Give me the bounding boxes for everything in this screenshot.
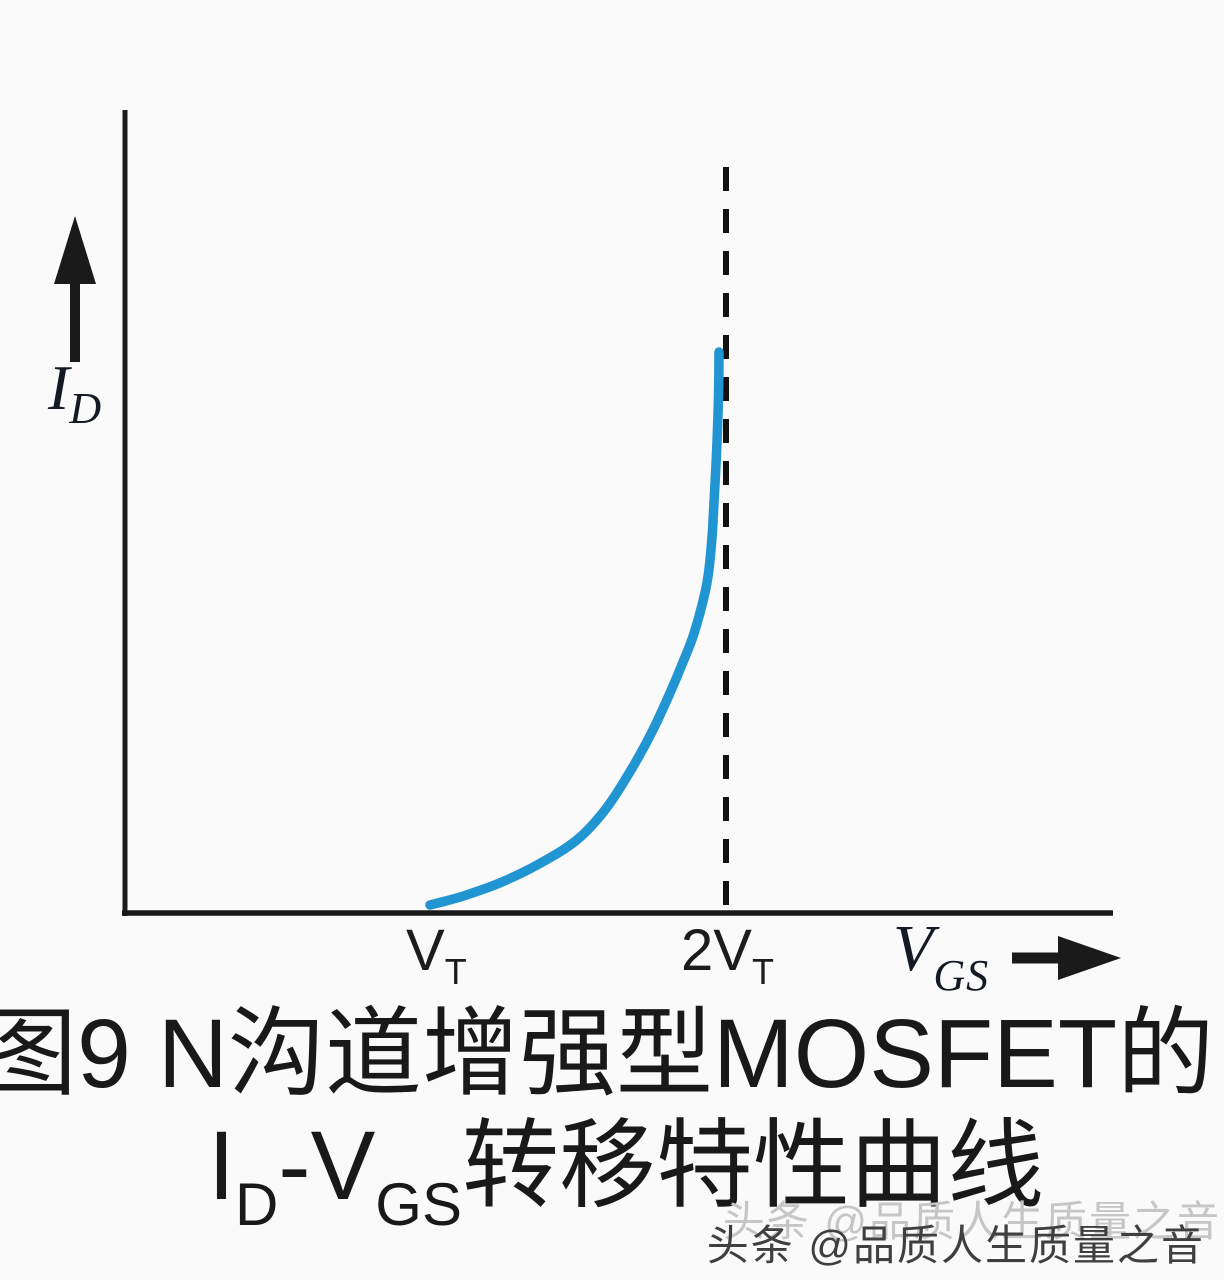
x-axis-arrow-icon (1012, 936, 1121, 980)
x-axis-label-main: V (893, 912, 934, 985)
x-tick-2vt-sub: T (751, 951, 774, 992)
caption-dash: - (278, 1110, 311, 1220)
y-axis-label-sub: D (69, 384, 102, 433)
x-tick-2vt-main: 2V (681, 918, 752, 983)
y-axis-label: ID (48, 356, 101, 431)
caption-id-main: I (207, 1110, 235, 1220)
x-tick-2vt: 2VT (681, 922, 774, 990)
y-axis-arrow-icon (54, 216, 96, 362)
x-tick-vt-main: V (406, 918, 445, 983)
transfer-curve (425, 347, 724, 910)
x-axis-label-sub: GS (933, 951, 990, 1000)
watermark: 头条 @品质人生质量之音 (706, 1222, 1205, 1269)
caption-line-1: 图9 N沟道增强型MOSFET的 (0, 999, 1215, 1108)
caption-vgs-main: V (310, 1110, 376, 1220)
x-tick-vt-sub: T (444, 951, 467, 992)
caption-tail-text: 转移特性曲线 (462, 1110, 1044, 1220)
caption-vgs-sub: GS (375, 1170, 462, 1238)
y-axis-label-main: I (48, 352, 70, 423)
caption-line-2: ID-VGS转移特性曲线 (14, 1110, 1224, 1238)
caption-id-sub: D (234, 1170, 279, 1238)
figure-caption: 图9 N沟道增强型MOSFET的 ID-VGS转移特性曲线 (0, 999, 1224, 1238)
x-tick-vt: VT (406, 922, 467, 990)
x-axis-label: VGS (893, 916, 989, 998)
